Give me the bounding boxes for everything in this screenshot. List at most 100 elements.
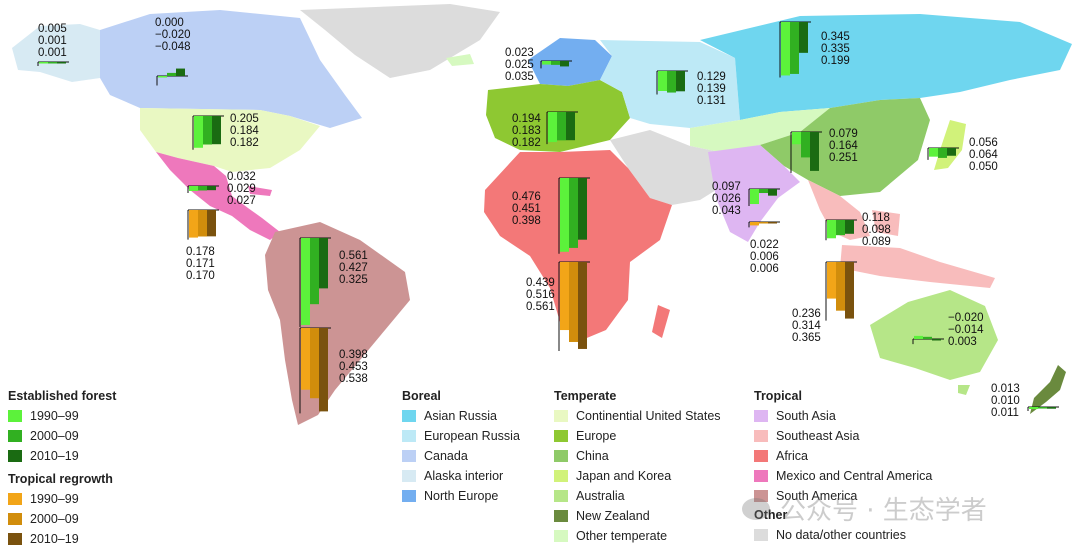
legend-item: China xyxy=(554,446,744,466)
region-japan-korea xyxy=(934,120,966,170)
value-label: 0.027 xyxy=(227,195,256,207)
legend-swatch xyxy=(554,430,568,442)
bar-group-china xyxy=(790,131,822,173)
bar-canada-1990s xyxy=(158,76,167,78)
legend-label: Canada xyxy=(424,449,468,463)
legend-label: Continential United States xyxy=(576,409,721,423)
bar-group-mexico-central-america-regrowth xyxy=(187,209,219,240)
legend-boreal-title: Boreal xyxy=(402,389,441,403)
bar-canada-2000s xyxy=(167,72,176,76)
value-label: 0.050 xyxy=(969,161,998,173)
legend-item: Continential United States xyxy=(554,406,744,426)
legend-swatch xyxy=(554,530,568,542)
legend-label: Japan and Korea xyxy=(576,469,672,483)
legend-swatch xyxy=(8,533,22,545)
value-label: 0.205 xyxy=(230,113,259,125)
bar-european-russia-2000s xyxy=(667,71,676,93)
bar-china-1990s xyxy=(792,132,801,145)
legend-item: 2010–19 xyxy=(8,529,148,549)
legend-temperate: Temperate Continential United States Euro… xyxy=(554,386,744,546)
value-label: 0.182 xyxy=(230,137,259,149)
bar-africa-1990s xyxy=(560,178,569,252)
bar-group-europe xyxy=(546,111,578,145)
legend-item: New Zealand xyxy=(554,506,744,526)
region-south-america xyxy=(265,222,410,425)
bar-group-north-europe xyxy=(540,60,572,69)
bar-japan-korea-2000s xyxy=(938,148,947,158)
legend-label: 2010–19 xyxy=(30,449,79,463)
value-label: 0.314 xyxy=(792,320,821,332)
legend-item: 1990–99 xyxy=(8,406,148,426)
bar-mexico-central-america-1990s xyxy=(189,186,198,191)
bar-south-america-2000s xyxy=(310,238,319,305)
legend-label: 1990–99 xyxy=(30,409,79,423)
legend-tropical: Tropical South Asia Southeast Asia Africa M… xyxy=(754,386,954,506)
bar-south-asia-regrowth-2010s xyxy=(768,222,777,224)
value-label: −0.020 xyxy=(155,29,191,41)
bar-mexico-central-america-regrowth-2000s xyxy=(198,210,207,237)
bar-canada-2010s xyxy=(176,68,185,76)
legend-swatch xyxy=(754,490,768,502)
value-label: 0.032 xyxy=(227,171,256,183)
bar-africa-regrowth-2000s xyxy=(569,262,578,342)
value-label: 0.118 xyxy=(862,212,890,224)
legend-item: Japan and Korea xyxy=(554,466,744,486)
value-label: 0.022 xyxy=(750,239,779,251)
value-label: 0.006 xyxy=(750,251,779,263)
bar-africa-regrowth-2010s xyxy=(578,262,587,349)
bar-asian-russia-1990s xyxy=(781,22,790,76)
region-continental-us xyxy=(140,108,320,172)
value-label: 0.139 xyxy=(697,83,726,95)
value-label: 0.365 xyxy=(792,332,821,344)
value-label: 0.199 xyxy=(821,55,850,67)
legend-item: 1990–99 xyxy=(8,489,148,509)
legend-label: Alaska interior xyxy=(424,469,504,483)
legend-item: Asian Russia xyxy=(402,406,552,426)
bar-new-zealand-1990s xyxy=(1029,407,1038,410)
legend-label: No data/other countries xyxy=(776,528,906,542)
legend-swatch xyxy=(8,513,22,525)
legend-label: 1990–99 xyxy=(30,492,79,506)
bar-group-japan-korea xyxy=(927,147,959,160)
bar-group-south-america xyxy=(299,237,331,327)
bar-southeast-asia-2000s xyxy=(836,220,845,236)
bar-group-south-asia-regrowth xyxy=(748,221,780,228)
value-label: 0.451 xyxy=(512,203,541,215)
legend-label: New Zealand xyxy=(576,509,650,523)
value-label: 0.001 xyxy=(38,47,67,59)
bar-mexico-central-america-2000s xyxy=(198,186,207,191)
region-iceland xyxy=(446,54,474,66)
legend-other-title: Other xyxy=(754,508,788,522)
legend-item: 2000–09 xyxy=(8,426,148,446)
legend-swatch xyxy=(554,410,568,422)
legend-label: South Asia xyxy=(776,409,836,423)
bar-europe-2010s xyxy=(566,112,575,141)
bar-southeast-asia-regrowth-2000s xyxy=(836,262,845,311)
bar-africa-2000s xyxy=(569,178,578,248)
bar-group-mexico-central-america xyxy=(187,185,219,193)
bar-south-asia-2000s xyxy=(759,189,768,194)
legend-item: No data/other countries xyxy=(754,525,954,545)
value-label: 0.439 xyxy=(526,277,555,289)
bar-south-asia-regrowth-2000s xyxy=(759,222,768,224)
bar-south-america-regrowth-1990s xyxy=(301,328,310,390)
bar-south-america-2010s xyxy=(319,238,328,289)
legend-established-forest: Established forest 1990–99 2000–09 2010–19 xyxy=(8,386,148,466)
bar-southeast-asia-regrowth-1990s xyxy=(827,262,836,299)
legend-swatch xyxy=(754,470,768,482)
legend-boreal: Boreal Asian Russia European Russia Canada… xyxy=(402,386,552,506)
legend-swatch xyxy=(402,470,416,482)
bar-south-america-1990s xyxy=(301,238,310,325)
value-label: 0.098 xyxy=(862,224,891,236)
legend-swatch xyxy=(402,450,416,462)
legend-label: European Russia xyxy=(424,429,520,443)
bar-group-canada xyxy=(156,68,188,86)
value-label: 0.011 xyxy=(991,407,1019,419)
legend-label: Africa xyxy=(776,449,808,463)
